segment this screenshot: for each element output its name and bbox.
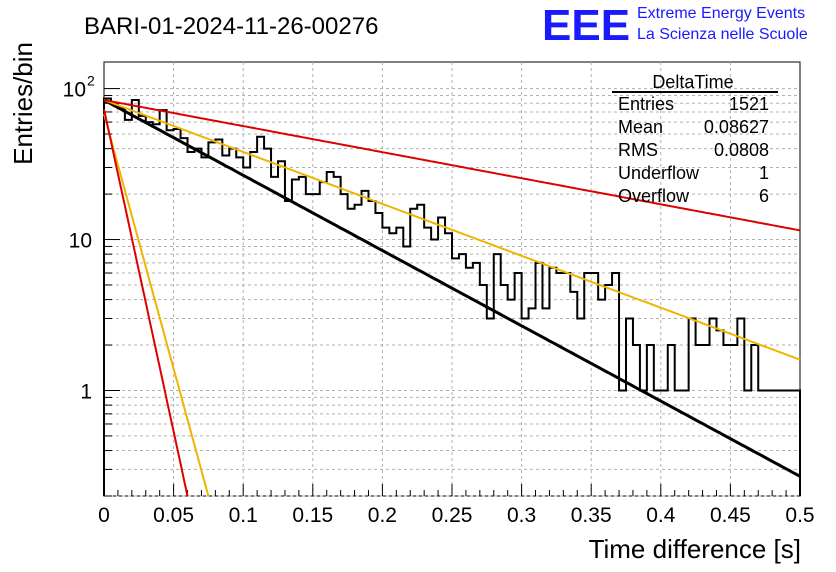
stats-label-entries: Entries [618,94,674,114]
y-tick-label: 1 [80,380,92,403]
x-tick-label: 0.05 [153,504,194,527]
histogram-path [103,97,801,496]
x-tick-label: 0.4 [646,504,676,527]
logo-line-2: La Scienza nelle Scuole [637,26,808,43]
y-tick-exponent: 2 [87,73,95,89]
fit-curve [103,113,210,497]
stats-value-mean: 0.08627 [704,117,769,137]
eee-logo-mark: EEE [542,1,630,50]
stats-value-rms: 0.0808 [714,140,769,160]
fit-curve [103,99,801,232]
x-tick-label: 0.3 [507,504,536,527]
x-tick-label: 0.15 [292,504,333,527]
chart-title: BARI-01-2024-11-26-00276 [84,13,378,40]
stats-box: DeltaTime Entries 1521 Mean 0.08627 RMS … [612,72,778,206]
histogram-steps [103,97,801,496]
stats-value-overflow: 6 [759,186,769,206]
y-tick-label: 10 [63,79,86,102]
stats-name: DeltaTime [652,72,733,92]
fit-curves [103,98,801,497]
fit-curve [103,98,801,478]
y-tick-label: 10 [69,230,92,253]
x-tick-label: 0.25 [432,504,473,527]
y-axis-label: Entries/bin [8,42,38,165]
stats-label-underflow: Underflow [618,163,700,183]
stats-label-rms: RMS [618,140,658,160]
x-tick-label: 0.35 [571,504,612,527]
x-tick-label: 0.2 [368,504,397,527]
fit-curve [103,99,801,361]
stats-value-underflow: 1 [759,163,769,183]
grid-lines [104,62,800,497]
stats-value-entries: 1521 [729,94,769,114]
x-tick-label: 0.1 [229,504,258,527]
x-axis-label: Time difference [s] [589,534,801,564]
x-tick-label: 0 [98,504,110,527]
stats-label-overflow: Overflow [618,186,690,206]
logo-line-1: Extreme Energy Events [637,5,805,22]
fit-curve [103,108,189,497]
stats-label-mean: Mean [618,117,663,137]
tick-labels: 0 0.05 0.1 0.15 0.2 0.25 0.3 0.35 0.4 0.45 0.5 1 10 1… [63,73,815,527]
x-tick-label: 0.45 [710,504,751,527]
x-tick-label: 0.5 [785,504,814,527]
